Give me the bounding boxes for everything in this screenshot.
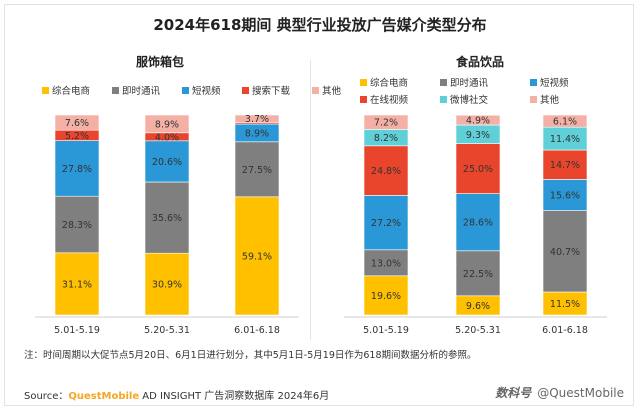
bar-segment xyxy=(234,141,280,198)
legend-swatch xyxy=(112,87,119,94)
data-label: 27.8% xyxy=(62,164,92,175)
data-label: 31.1% xyxy=(62,279,92,290)
bar-segment xyxy=(363,114,409,130)
data-label: 11.4% xyxy=(550,134,580,145)
data-label: 19.6% xyxy=(371,291,401,302)
data-label: 15.6% xyxy=(550,191,580,202)
data-label: 27.2% xyxy=(371,218,401,229)
data-label: 7.6% xyxy=(65,118,89,129)
category-tick-label: 5.01-5.19 xyxy=(363,325,409,336)
legend-swatch xyxy=(312,87,319,94)
data-label: 9.6% xyxy=(466,301,490,312)
source-brand: QuestMobile xyxy=(68,391,140,402)
bar-segment xyxy=(363,249,409,277)
footnote: 注：时间周期以大促节点5月20日、6月1日进行划分，其中5月1日-5月19日作为… xyxy=(24,350,477,361)
bar-segment xyxy=(234,196,280,316)
legend-label: 搜索下载 xyxy=(252,85,291,97)
legend-swatch xyxy=(360,79,367,86)
bar-segment xyxy=(54,114,100,131)
bar-segment xyxy=(144,181,190,254)
category-tick-label: 5.20-5.31 xyxy=(144,325,190,336)
bar-segment xyxy=(144,252,190,316)
category-tick-label: 5.20-5.31 xyxy=(455,325,501,336)
data-label: 35.6% xyxy=(152,213,182,224)
data-label: 7.2% xyxy=(374,118,398,129)
source-rest: AD INSIGHT 广告洞察数据库 2024年6月 xyxy=(139,391,330,402)
data-label: 11.5% xyxy=(550,299,580,310)
bar-segment xyxy=(455,114,501,126)
bar-segment xyxy=(54,252,100,316)
data-label: 4.0% xyxy=(155,132,179,143)
legend-label: 综合电商 xyxy=(370,77,408,89)
data-label: 59.1% xyxy=(242,251,272,262)
legend-swatch xyxy=(530,96,537,103)
data-label: 28.3% xyxy=(62,220,92,231)
data-label: 8.9% xyxy=(245,128,269,139)
data-label: 8.9% xyxy=(155,119,179,130)
source-prefix: Source： xyxy=(24,391,69,402)
legend-label: 其他 xyxy=(540,94,560,106)
category-tick-label: 5.01-5.19 xyxy=(54,325,100,336)
legend-label: 即时通讯 xyxy=(122,85,161,97)
bar-segment xyxy=(363,275,409,316)
legend-swatch xyxy=(440,79,447,86)
legend-label: 其他 xyxy=(322,85,342,97)
bar-segment xyxy=(542,114,588,128)
data-label: 28.6% xyxy=(463,218,493,229)
legend-swatch xyxy=(182,87,189,94)
figure-title: 2024年618期间 典型行业投放广告媒介类型分布 xyxy=(153,16,487,34)
data-label: 13.0% xyxy=(371,258,401,269)
bar-segment xyxy=(542,210,588,293)
panel-title: 服饰箱包 xyxy=(136,54,184,69)
data-label: 8.2% xyxy=(374,133,398,144)
legend-label: 短视频 xyxy=(192,85,221,97)
category-tick-label: 6.01-6.18 xyxy=(234,325,280,336)
bar-segment xyxy=(455,193,501,252)
data-label: 3.7% xyxy=(245,114,269,125)
figure-frame xyxy=(4,4,634,406)
data-label: 9.3% xyxy=(466,130,490,141)
data-label: 4.9% xyxy=(466,116,490,127)
legend-label: 在线视频 xyxy=(370,94,409,106)
category-tick-label: 6.01-6.18 xyxy=(542,325,588,336)
watermark-left: 数科号 xyxy=(495,386,532,400)
bar-segment xyxy=(455,250,501,297)
legend-label: 短视频 xyxy=(540,77,569,89)
legend-label: 即时通讯 xyxy=(450,77,489,89)
data-label: 5.2% xyxy=(65,131,89,142)
data-label: 30.9% xyxy=(152,280,182,291)
watermark: 数科号 @QuestMobile xyxy=(495,384,624,401)
bar-segment xyxy=(54,140,100,197)
data-label: 25.0% xyxy=(463,164,493,175)
data-label: 24.8% xyxy=(371,166,401,177)
legend-swatch xyxy=(440,96,447,103)
bar-segment xyxy=(144,140,190,183)
legend-swatch xyxy=(42,87,49,94)
data-label: 6.1% xyxy=(553,117,577,128)
legend-label: 综合电商 xyxy=(52,85,90,97)
data-label: 22.5% xyxy=(463,269,493,280)
watermark-right: @QuestMobile xyxy=(537,386,624,400)
panel-title: 食品饮品 xyxy=(455,54,504,69)
data-label: 14.7% xyxy=(550,160,580,171)
legend-swatch xyxy=(360,96,367,103)
legend-label: 微博社交 xyxy=(450,94,489,106)
data-label: 27.5% xyxy=(242,165,272,176)
source-line: Source：QuestMobile AD INSIGHT 广告洞察数据库 20… xyxy=(24,387,329,402)
panel-divider xyxy=(310,60,311,340)
bar-segment xyxy=(455,143,501,194)
bar-segment xyxy=(234,114,280,123)
legend-swatch xyxy=(530,79,537,86)
bar-segment xyxy=(542,149,588,180)
data-label: 20.6% xyxy=(152,157,182,168)
data-label: 40.7% xyxy=(550,247,580,258)
bar-segment xyxy=(144,114,190,134)
legend-swatch xyxy=(242,87,249,94)
